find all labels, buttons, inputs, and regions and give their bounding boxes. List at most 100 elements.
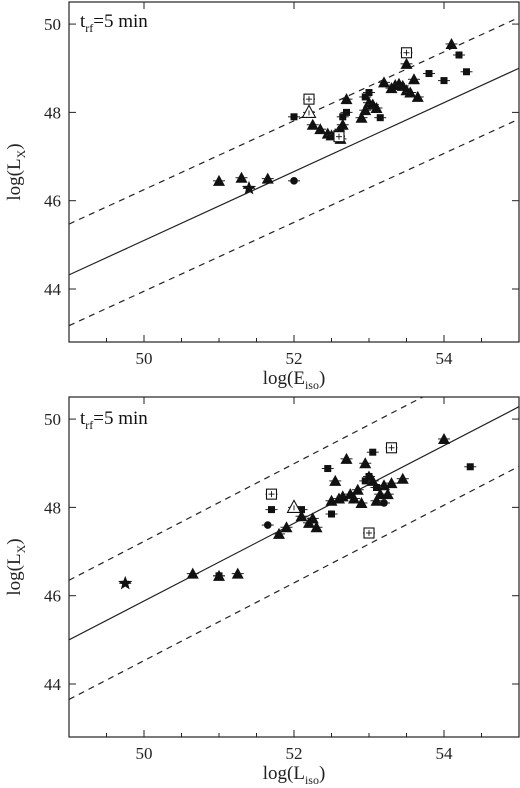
data-point-star — [241, 180, 257, 195]
triangle-marker — [340, 452, 353, 464]
y-tick-label: 44 — [44, 675, 62, 694]
data-point-star — [118, 575, 133, 590]
data-point-square — [363, 472, 375, 480]
data-point-square — [460, 68, 473, 76]
circle-marker — [380, 499, 388, 507]
triangle-marker — [385, 477, 398, 489]
square-marker — [463, 68, 470, 76]
data-point-circle — [288, 177, 300, 185]
square-marker — [365, 89, 373, 97]
x-tick-label: 50 — [136, 349, 153, 368]
square-marker — [425, 70, 433, 78]
data-point-square — [374, 114, 387, 122]
data-point-triangle — [306, 512, 319, 524]
triangle-marker — [404, 86, 417, 98]
data-point-triangle — [213, 174, 225, 186]
data-point-triangle — [314, 123, 327, 135]
data-point-triangle — [396, 472, 409, 484]
triangle-marker — [355, 496, 368, 508]
triangle-marker — [306, 512, 319, 524]
data-point-square — [363, 89, 375, 97]
square-marker — [339, 113, 347, 121]
triangle-marker — [261, 172, 274, 184]
data-point-triangle — [306, 118, 319, 130]
square-marker — [466, 463, 474, 471]
data-point-square — [464, 463, 477, 471]
y-tick-label: 48 — [44, 103, 61, 122]
data-point-triangle — [295, 510, 308, 522]
square-marker — [455, 51, 463, 59]
y-axis-title: log(LX) — [4, 143, 28, 200]
data-point-triangle — [261, 172, 274, 184]
square-marker — [361, 477, 369, 485]
square-marker — [215, 572, 223, 580]
data-point-square — [370, 484, 383, 492]
data-point-triangle — [186, 567, 199, 579]
circle-marker — [336, 125, 345, 133]
x-tick-label: 52 — [286, 744, 303, 763]
triangle-marker — [359, 457, 372, 469]
data-point-triangle — [381, 488, 394, 500]
triangle-marker — [340, 93, 353, 105]
data-point-open-triangle — [286, 499, 302, 513]
data-point-triangle — [329, 474, 342, 486]
triangle-marker — [231, 567, 244, 579]
data-point-square — [340, 108, 353, 116]
triangle-marker — [348, 492, 360, 504]
data-point-circle — [334, 125, 347, 133]
triangle-marker — [186, 567, 199, 579]
data-point-open-square — [400, 47, 413, 59]
data-point-triangle — [359, 457, 372, 469]
panel-annotation: trf=5 min — [80, 408, 148, 432]
triangle-marker — [329, 474, 342, 486]
data-point-square — [359, 477, 372, 485]
square-marker — [343, 108, 350, 116]
data-point-open-square — [265, 488, 278, 500]
data-point-triangle — [370, 101, 383, 113]
data-point-triangle — [408, 73, 420, 85]
data-point-square — [438, 77, 450, 85]
data-point-triangle — [378, 76, 390, 88]
triangle-marker — [359, 104, 372, 116]
square-marker — [290, 113, 298, 121]
upper-band-line — [69, 16, 519, 225]
circle-marker — [263, 521, 272, 529]
x-tick-label: 54 — [436, 349, 454, 368]
data-point-triangle — [355, 111, 368, 123]
x-tick-label: 54 — [436, 744, 454, 763]
lower-band-line — [69, 118, 519, 327]
y-tick-label: 50 — [44, 15, 61, 34]
data-point-square — [359, 93, 372, 101]
triangle-marker — [366, 474, 379, 486]
square-marker — [328, 510, 335, 518]
star-marker — [241, 180, 257, 195]
square-marker — [369, 448, 377, 456]
triangle-marker — [295, 510, 308, 522]
square-marker — [361, 93, 369, 101]
data-point-triangle — [351, 483, 364, 495]
data-point-triangle — [280, 521, 293, 533]
panel-annotation: trf=5 min — [80, 11, 148, 35]
x-axis-title: log(Eiso) — [263, 368, 326, 392]
data-point-square — [366, 448, 379, 456]
data-point-open-square — [303, 93, 315, 105]
data-points — [213, 37, 473, 195]
triangle-marker — [438, 432, 450, 444]
fit-line — [69, 406, 519, 641]
y-axis-title: log(LX) — [4, 538, 28, 595]
data-point-open-square — [363, 527, 375, 539]
triangle-marker — [370, 101, 383, 113]
data-point-triangle — [231, 567, 244, 579]
data-point-triangle — [404, 86, 417, 98]
square-marker — [298, 506, 305, 514]
triangle-marker — [306, 118, 319, 130]
fit-lines — [69, 397, 519, 701]
star-marker — [118, 575, 133, 590]
data-point-triangle — [400, 57, 413, 69]
y-tick-label: 44 — [44, 280, 62, 299]
data-point-triangle — [310, 521, 323, 533]
x-axis-title: log(Liso) — [263, 763, 326, 787]
triangle-marker — [310, 521, 323, 533]
triangle-marker — [213, 174, 225, 186]
triangle-marker — [396, 472, 409, 484]
